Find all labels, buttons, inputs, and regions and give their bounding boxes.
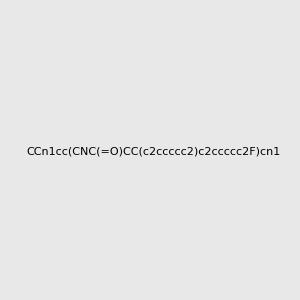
Text: CCn1cc(CNC(=O)CC(c2ccccc2)c2ccccc2F)cn1: CCn1cc(CNC(=O)CC(c2ccccc2)c2ccccc2F)cn1 (27, 146, 281, 157)
